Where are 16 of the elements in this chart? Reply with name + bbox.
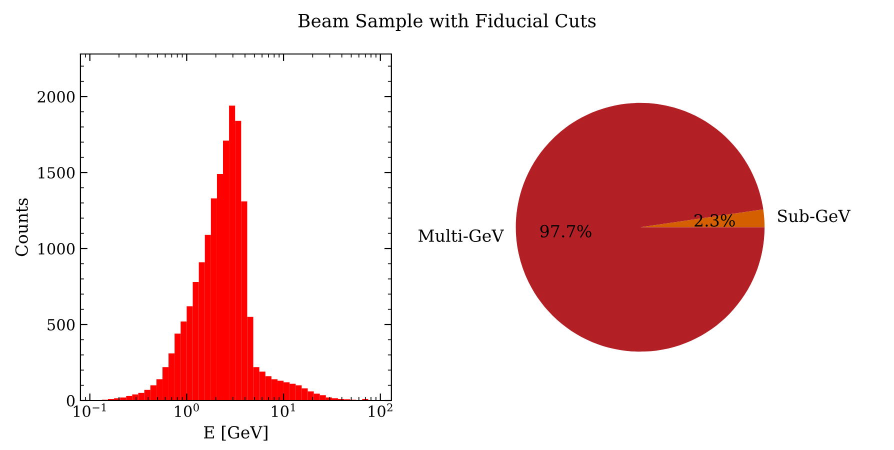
x-axis-title: E [GeV] xyxy=(204,426,268,441)
y-tick-label: 2000 xyxy=(38,91,75,103)
x-tick-label: 10$^{1}$ xyxy=(272,403,295,418)
y-tick-label: 1500 xyxy=(38,167,75,179)
slice-label: Multi-GeV xyxy=(418,229,504,242)
data-label: 2.3% xyxy=(694,214,735,227)
x-tick-label: 10$^{2}$ xyxy=(368,403,392,418)
y-tick-label: 0 xyxy=(66,394,75,407)
text: Beam Sample with Fiducial Cuts xyxy=(298,14,596,31)
data-label: 97.7% xyxy=(540,224,592,238)
y-tick-label: 1000 xyxy=(38,242,75,255)
y-axis-title: Counts xyxy=(15,198,28,256)
x-tick-label: 10$^{−1}$ xyxy=(74,403,106,418)
slice-label: Sub-GeV xyxy=(778,209,851,222)
x-tick-label: 10$^{0}$ xyxy=(175,403,199,418)
y-tick-label: 500 xyxy=(48,318,75,331)
